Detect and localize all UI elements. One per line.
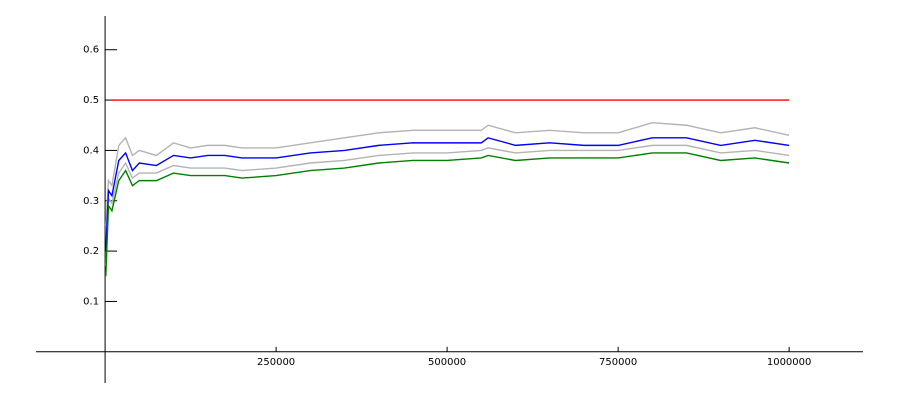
x-tick-label: 500000 <box>428 357 466 368</box>
x-tick-label: 1000000 <box>767 357 812 368</box>
y-tick-label: 0.1 <box>83 296 99 307</box>
y-tick-label: 0.2 <box>83 246 99 257</box>
series-line <box>105 122 790 226</box>
y-tick-label: 0.3 <box>83 196 99 207</box>
series-line <box>105 137 790 252</box>
x-tick-label: 750000 <box>599 357 637 368</box>
y-tick-label: 0.4 <box>83 145 99 156</box>
x-tick-label: 250000 <box>257 357 295 368</box>
y-tick-label: 0.5 <box>83 95 99 106</box>
y-tick-label: 0.6 <box>83 45 99 56</box>
series-line <box>105 144 790 267</box>
series-line <box>105 152 790 277</box>
